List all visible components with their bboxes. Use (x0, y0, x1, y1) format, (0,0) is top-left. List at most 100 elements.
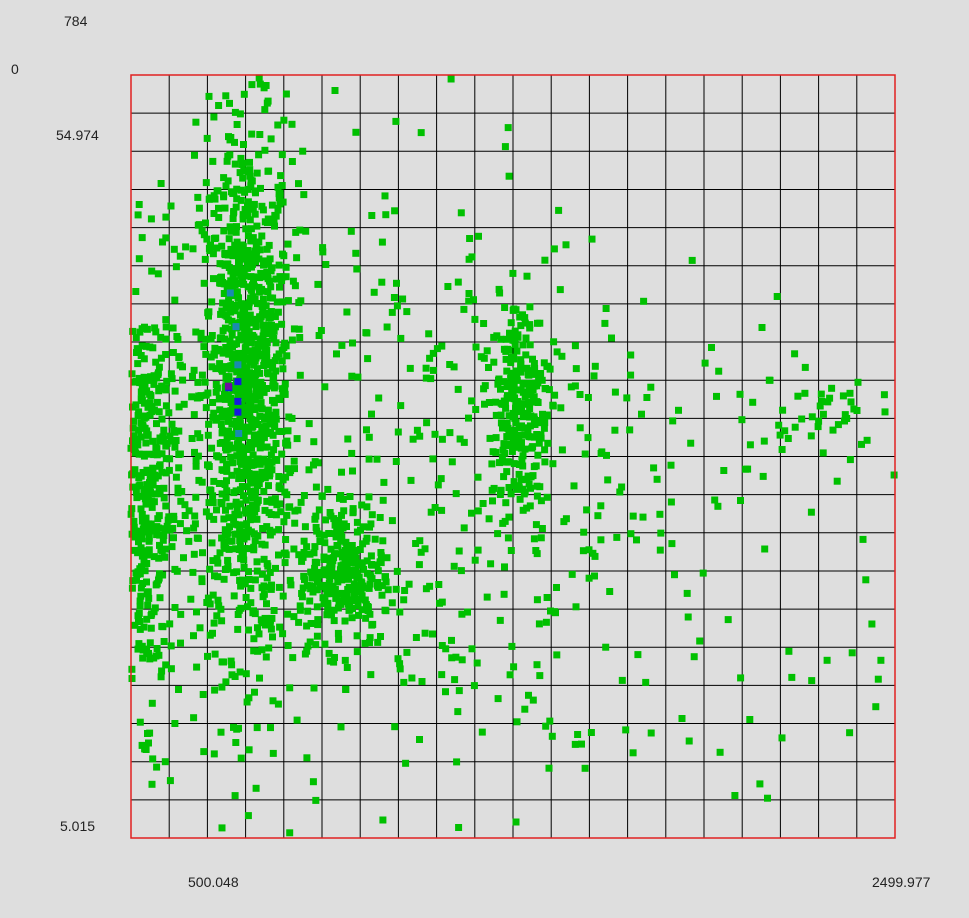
data-point (438, 671, 446, 679)
data-point (335, 517, 343, 524)
data-point (366, 610, 374, 618)
data-point (264, 288, 272, 296)
data-point (497, 385, 504, 393)
data-point (256, 392, 264, 399)
data-point (235, 269, 243, 277)
data-point (313, 632, 321, 640)
data-point (520, 475, 527, 483)
data-point (343, 551, 351, 559)
data-point (241, 206, 249, 213)
data-point (841, 411, 849, 419)
y-axis-min-label: 5.015 (60, 818, 96, 834)
data-point (200, 279, 208, 287)
data-point (570, 482, 578, 490)
data-point (198, 371, 206, 379)
data-point (151, 604, 159, 612)
data-point (223, 157, 231, 165)
data-point (174, 484, 182, 492)
data-point (239, 550, 247, 558)
data-point (138, 517, 146, 525)
data-point (531, 421, 539, 428)
data-point (859, 535, 867, 543)
data-point (265, 241, 273, 249)
data-point (272, 511, 280, 519)
data-point (297, 498, 305, 506)
data-point (204, 652, 211, 660)
data-point (337, 531, 345, 539)
data-point (824, 398, 832, 406)
data-point (302, 227, 310, 235)
data-point (286, 684, 294, 692)
data-point (454, 278, 462, 286)
data-point (798, 415, 806, 423)
data-point (149, 465, 157, 473)
data-point (418, 678, 426, 685)
data-point (240, 90, 248, 98)
data-point (269, 697, 277, 705)
data-point (213, 244, 221, 252)
data-point (314, 280, 322, 288)
data-point (533, 550, 541, 558)
data-point (214, 596, 222, 604)
data-point (465, 297, 473, 305)
data-point (162, 661, 170, 669)
data-point (400, 678, 408, 686)
data-point (252, 189, 259, 197)
data-points (127, 74, 898, 837)
data-point (282, 551, 290, 559)
data-point (194, 193, 202, 201)
data-point (260, 434, 268, 442)
data-point (208, 444, 216, 452)
data-point (345, 606, 353, 614)
data-point (545, 386, 553, 394)
data-point (347, 566, 355, 574)
data-point (816, 402, 824, 410)
data-point (271, 357, 279, 365)
data-point (360, 523, 367, 531)
data-point (627, 351, 635, 359)
data-point (220, 575, 228, 583)
data-point (234, 378, 242, 386)
data-point (262, 653, 270, 661)
data-point (196, 624, 204, 632)
data-point (170, 512, 178, 520)
data-point (263, 443, 271, 451)
data-point (450, 363, 458, 371)
data-point (627, 530, 635, 538)
data-point (429, 455, 437, 463)
data-point (271, 423, 279, 430)
data-point (221, 390, 228, 398)
data-point (144, 601, 152, 609)
data-point (146, 639, 154, 647)
data-point (382, 607, 390, 615)
data-point (139, 654, 147, 662)
data-point (778, 734, 786, 742)
data-point (194, 378, 202, 386)
data-point (236, 418, 244, 426)
data-point (510, 382, 518, 390)
data-point (284, 240, 292, 248)
data-point (756, 780, 764, 788)
data-point (243, 365, 251, 373)
data-point (264, 97, 272, 105)
data-point (233, 506, 241, 514)
data-point (538, 525, 546, 532)
data-point (191, 448, 198, 456)
data-point (846, 389, 854, 397)
data-point (237, 582, 245, 590)
data-point (258, 232, 266, 240)
data-point (215, 204, 222, 212)
data-point (136, 618, 144, 625)
data-point (246, 412, 254, 420)
data-point (251, 508, 259, 516)
data-point (488, 460, 496, 468)
data-point (162, 316, 170, 324)
data-point (318, 492, 326, 500)
data-point (272, 440, 280, 447)
data-point (210, 275, 217, 283)
data-point (499, 424, 506, 432)
data-point (223, 477, 230, 485)
data-point (150, 380, 158, 388)
data-point (403, 308, 411, 316)
